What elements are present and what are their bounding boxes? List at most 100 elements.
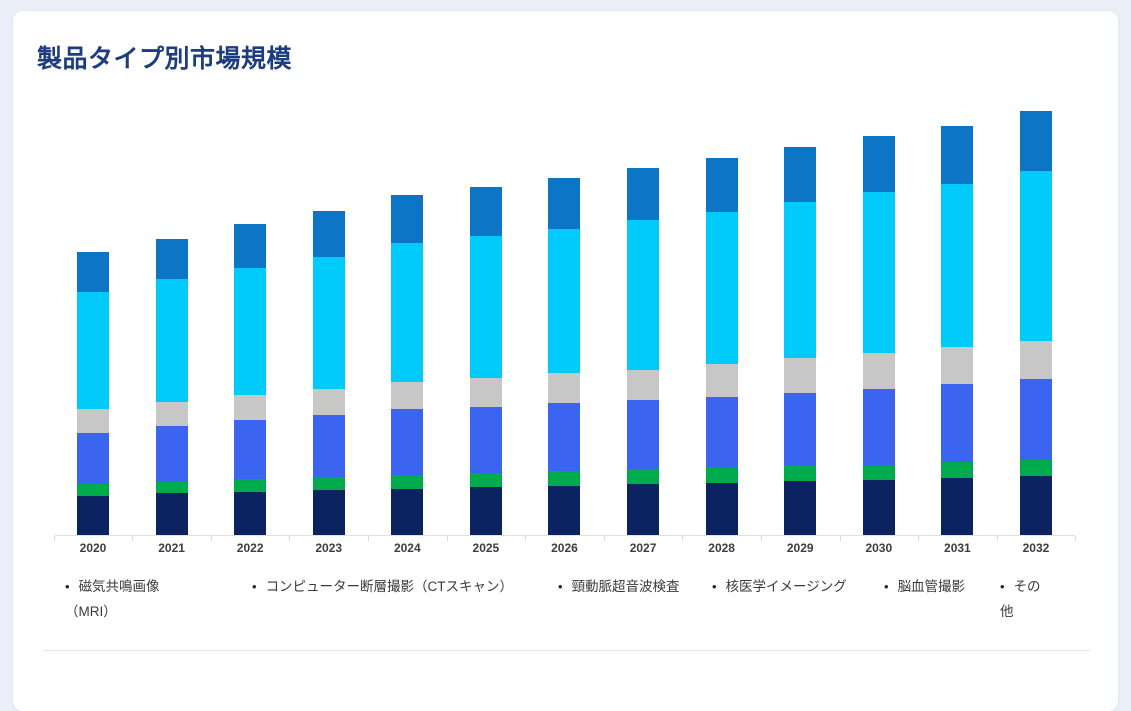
bar-segment <box>155 493 188 535</box>
x-tick-label: 2031 <box>944 541 971 555</box>
x-tick-label: 2027 <box>629 541 657 555</box>
bar-segment <box>77 433 109 484</box>
bar-segment <box>862 480 895 535</box>
axis-tick <box>760 536 762 541</box>
bar-segment <box>862 465 895 480</box>
bar-segment <box>77 409 109 433</box>
bar-2030 <box>862 136 895 535</box>
page-title: 製品タイプ別市場規模 <box>37 45 293 73</box>
legend-bullet-icon: • <box>1000 579 1005 594</box>
bar-segment <box>548 229 581 373</box>
bar-segment <box>705 158 738 212</box>
x-tick-label: 2021 <box>158 541 185 555</box>
x-axis-labels: 2020 2021 2022 2023 2024 2025 2026 2027 2028 2029… <box>55 536 1075 560</box>
legend-label: 核医学イメージング <box>725 579 847 594</box>
axis-tick <box>603 536 605 541</box>
bar-segment <box>155 239 188 279</box>
bar-segment <box>784 481 817 535</box>
bar-segment <box>312 477 345 490</box>
bar-segment <box>469 187 502 236</box>
bar-segment <box>548 486 581 535</box>
x-tick-label: 2020 <box>79 541 107 555</box>
legend-bullet-icon: • <box>252 579 257 594</box>
bar-segment <box>312 211 345 257</box>
legend-label: その他 <box>1000 579 1041 619</box>
bar-segment <box>1019 379 1052 460</box>
bar-segment <box>391 475 424 489</box>
bar-segment <box>862 192 895 353</box>
bar-segment <box>234 395 267 420</box>
bar-segment <box>1019 111 1052 171</box>
bar-segment <box>234 268 267 395</box>
bar-segment <box>941 126 974 184</box>
bar-segment <box>784 393 817 466</box>
bar-segment <box>941 347 974 384</box>
bar-segment <box>548 178 581 229</box>
axis-tick <box>996 536 998 541</box>
bar-segment <box>862 389 895 465</box>
bar-segment <box>862 353 895 389</box>
legend-label: 脳血管撮影 <box>897 579 966 594</box>
legend-bullet-icon: • <box>884 579 889 594</box>
axis-tick <box>1075 536 1077 541</box>
legend: • 磁気共鳴画像（MRI） • コンピューター断層撮影（CTスキャン） • 頸動脈超音… <box>13 574 1118 636</box>
bar-2027 <box>627 168 660 535</box>
x-tick-label: 2029 <box>786 541 814 555</box>
bar-segment <box>1019 476 1052 535</box>
axis-tick <box>53 536 55 541</box>
axis-tick <box>682 536 684 541</box>
bar-segment <box>627 469 660 484</box>
plot-area <box>53 95 1077 541</box>
bar-segment <box>469 407 502 473</box>
x-tick-label: 2026 <box>551 541 578 555</box>
bar-2025 <box>469 187 502 535</box>
chart-card: 製品タイプ別市場規模 2020 2021 2022 2023 2024 2025 2026 2… <box>13 11 1118 711</box>
bar-segment <box>941 184 974 347</box>
bar-segment <box>1019 171 1052 341</box>
divider <box>43 650 1090 651</box>
bar-2024 <box>391 195 424 535</box>
bar-segment <box>941 462 974 478</box>
bar-segment <box>469 236 502 378</box>
bar-segment <box>941 384 974 462</box>
stacked-bar-chart: 2020 2021 2022 2023 2024 2025 2026 2027 2028 2029… <box>53 95 1077 560</box>
legend-bullet-icon: • <box>712 579 717 594</box>
axis-tick <box>446 536 448 541</box>
bar-segment <box>627 400 660 469</box>
bar-segment <box>784 358 817 393</box>
bar-segment <box>312 415 345 477</box>
legend-label: 頸動脈超音波検査 <box>571 579 680 594</box>
bar-segment <box>627 484 660 535</box>
bar-segment <box>941 478 974 535</box>
bar-segment <box>784 202 817 358</box>
legend-bullet-icon: • <box>558 579 563 594</box>
bar-segment <box>77 496 109 535</box>
bar-segment <box>705 468 738 483</box>
bar-2020 <box>77 252 109 535</box>
legend-item-carotid-ultrasound: • 頸動脈超音波検査 <box>558 574 682 599</box>
bar-segment <box>548 373 581 403</box>
bar-segment <box>705 397 738 468</box>
axis-tick <box>525 536 527 541</box>
bar-segment <box>627 370 660 400</box>
bar-segment <box>627 220 660 370</box>
bar-segment <box>784 147 817 202</box>
x-tick-label: 2025 <box>472 541 500 555</box>
bar-segment <box>548 471 581 486</box>
x-tick-label: 2022 <box>236 541 264 555</box>
bar-segment <box>469 378 502 407</box>
legend-bullet-icon: • <box>65 579 70 594</box>
bar-segment <box>312 389 345 415</box>
bar-2021 <box>155 239 188 535</box>
bar-2026 <box>548 178 581 535</box>
legend-item-ct: • コンピューター断層撮影（CTスキャン） <box>252 574 518 599</box>
x-tick-label: 2024 <box>393 541 421 555</box>
bar-segment <box>1019 341 1052 379</box>
bar-segment <box>155 481 188 493</box>
bar-2028 <box>705 158 738 535</box>
bar-2032 <box>1019 111 1052 535</box>
bar-segment <box>312 257 345 389</box>
bar-segment <box>862 136 895 192</box>
bar-segment <box>234 224 267 268</box>
bar-segment <box>77 252 109 292</box>
